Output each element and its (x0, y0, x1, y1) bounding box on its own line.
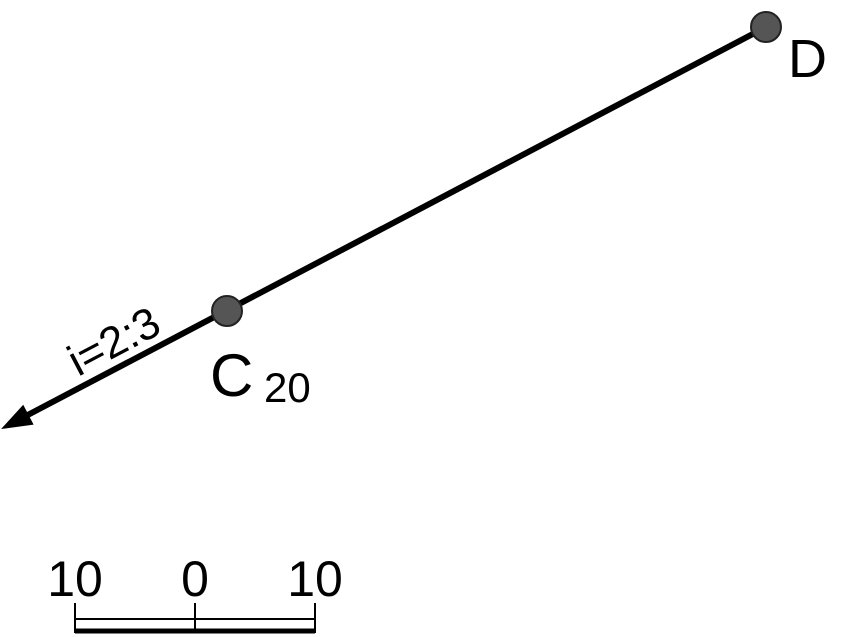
scale-label: 0 (181, 551, 209, 607)
point-d (750, 11, 782, 43)
point-c (211, 295, 243, 327)
scale-label: 10 (287, 551, 343, 607)
point-label: D (788, 29, 827, 89)
scale-label: 10 (47, 551, 103, 607)
scale-bar (74, 603, 316, 634)
slope-line (25, 24, 768, 419)
arrow-head (1, 404, 34, 430)
point-subscript: 20 (264, 364, 311, 411)
point-label: C (210, 342, 253, 409)
